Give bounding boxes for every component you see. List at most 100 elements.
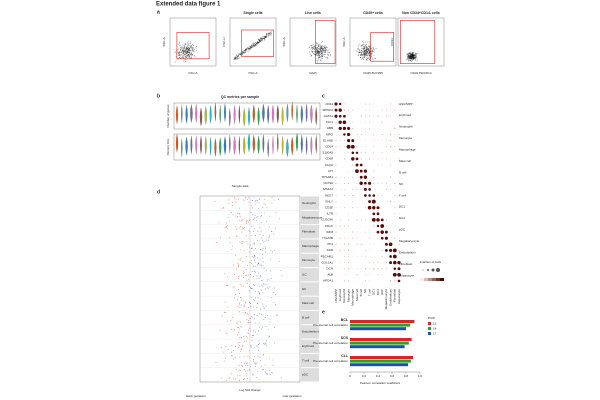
event-dot xyxy=(240,52,241,54)
plot-frame xyxy=(173,102,321,130)
expression-dot xyxy=(335,262,337,263)
gene-dot xyxy=(246,355,248,357)
event-dot xyxy=(238,52,240,54)
event-dot xyxy=(188,50,189,51)
expression-dot xyxy=(390,188,392,190)
gene-dot xyxy=(227,225,229,227)
expression-dot xyxy=(356,133,358,136)
event-dot xyxy=(191,46,192,48)
legend-label: 14 xyxy=(433,326,437,330)
gene-dot xyxy=(272,364,274,366)
event-dot xyxy=(182,51,184,53)
expression-dot xyxy=(377,152,379,154)
gene-dot xyxy=(240,285,242,287)
event-dot xyxy=(254,45,256,47)
event-dot xyxy=(414,52,416,54)
event-dot xyxy=(406,56,408,58)
event-dot xyxy=(416,53,418,54)
event-dot xyxy=(413,55,415,57)
event-dot xyxy=(191,49,192,51)
gene-dot xyxy=(224,272,226,274)
gene-dot xyxy=(262,261,264,263)
bar xyxy=(350,359,411,363)
gene-dot xyxy=(238,342,240,343)
expression-dot xyxy=(372,194,376,197)
event-dot xyxy=(414,54,416,56)
event-dot xyxy=(361,52,363,54)
violin xyxy=(214,138,217,157)
violin xyxy=(175,105,179,124)
gene-dot xyxy=(254,322,256,324)
gene-dot xyxy=(229,220,231,222)
gene-dot xyxy=(251,271,253,273)
event-dot xyxy=(182,53,184,55)
expression-dot xyxy=(360,219,362,221)
gene-dot xyxy=(249,261,251,263)
event-dot xyxy=(260,39,262,41)
expression-dot xyxy=(373,103,375,105)
event-dot xyxy=(409,57,411,59)
expression-dot xyxy=(352,207,354,209)
expression-dot xyxy=(343,114,346,118)
gene-dot xyxy=(262,207,264,209)
expression-dot xyxy=(372,212,376,216)
event-dot xyxy=(187,52,188,54)
event-dot xyxy=(186,50,188,52)
event-dot xyxy=(192,49,194,51)
event-dot xyxy=(325,46,327,48)
expression-dot xyxy=(343,194,345,197)
gene-dot xyxy=(245,268,247,270)
event-dot xyxy=(372,58,374,60)
expression-dot xyxy=(339,237,341,239)
event-dot xyxy=(369,58,371,60)
event-dot xyxy=(363,49,365,51)
expression-dot xyxy=(373,146,375,148)
event-dot xyxy=(366,55,368,57)
event-dot xyxy=(316,60,318,61)
event-dot xyxy=(261,39,263,41)
event-dot xyxy=(328,54,330,56)
expression-dot xyxy=(368,194,371,197)
gene-dot xyxy=(253,249,255,251)
gene-dot xyxy=(238,304,240,306)
expression-dot xyxy=(369,243,370,245)
event-dot xyxy=(411,52,413,54)
gene-dot xyxy=(236,268,237,270)
event-dot xyxy=(184,53,186,55)
expression-dot xyxy=(342,120,347,125)
gene-dot xyxy=(237,375,239,377)
event-dot xyxy=(190,54,192,55)
expression-dot xyxy=(338,120,342,124)
expression-dot xyxy=(360,122,362,123)
gene-dot xyxy=(247,307,249,309)
expression-dot xyxy=(356,256,358,257)
violin xyxy=(267,138,270,158)
gene-dot xyxy=(260,365,262,367)
event-dot xyxy=(369,56,371,58)
expression-dot xyxy=(342,126,347,131)
expression-dot xyxy=(369,158,371,160)
violin xyxy=(286,138,289,157)
event-dot xyxy=(248,47,250,49)
event-dot xyxy=(315,53,317,55)
gene-dot xyxy=(226,276,228,278)
axis-label: FSC-A xyxy=(249,71,258,75)
gene-dot xyxy=(259,242,261,244)
expression-dot xyxy=(347,139,351,143)
event-dot xyxy=(364,52,366,54)
violin xyxy=(233,136,236,155)
gene-dot xyxy=(253,284,255,286)
axis-label: FSC-A xyxy=(189,71,198,75)
gene-dot xyxy=(240,369,242,371)
expression-dot xyxy=(365,256,366,257)
expression-dot xyxy=(398,237,400,239)
event-dot xyxy=(191,56,192,58)
plot-title: Single cells xyxy=(243,11,262,15)
gene-dot xyxy=(232,201,234,203)
gene-dot xyxy=(256,370,258,372)
expression-dot xyxy=(348,262,350,264)
event-dot xyxy=(364,55,366,57)
event-dot xyxy=(317,51,319,53)
event-dot xyxy=(320,51,322,53)
expression-dot xyxy=(397,267,401,271)
